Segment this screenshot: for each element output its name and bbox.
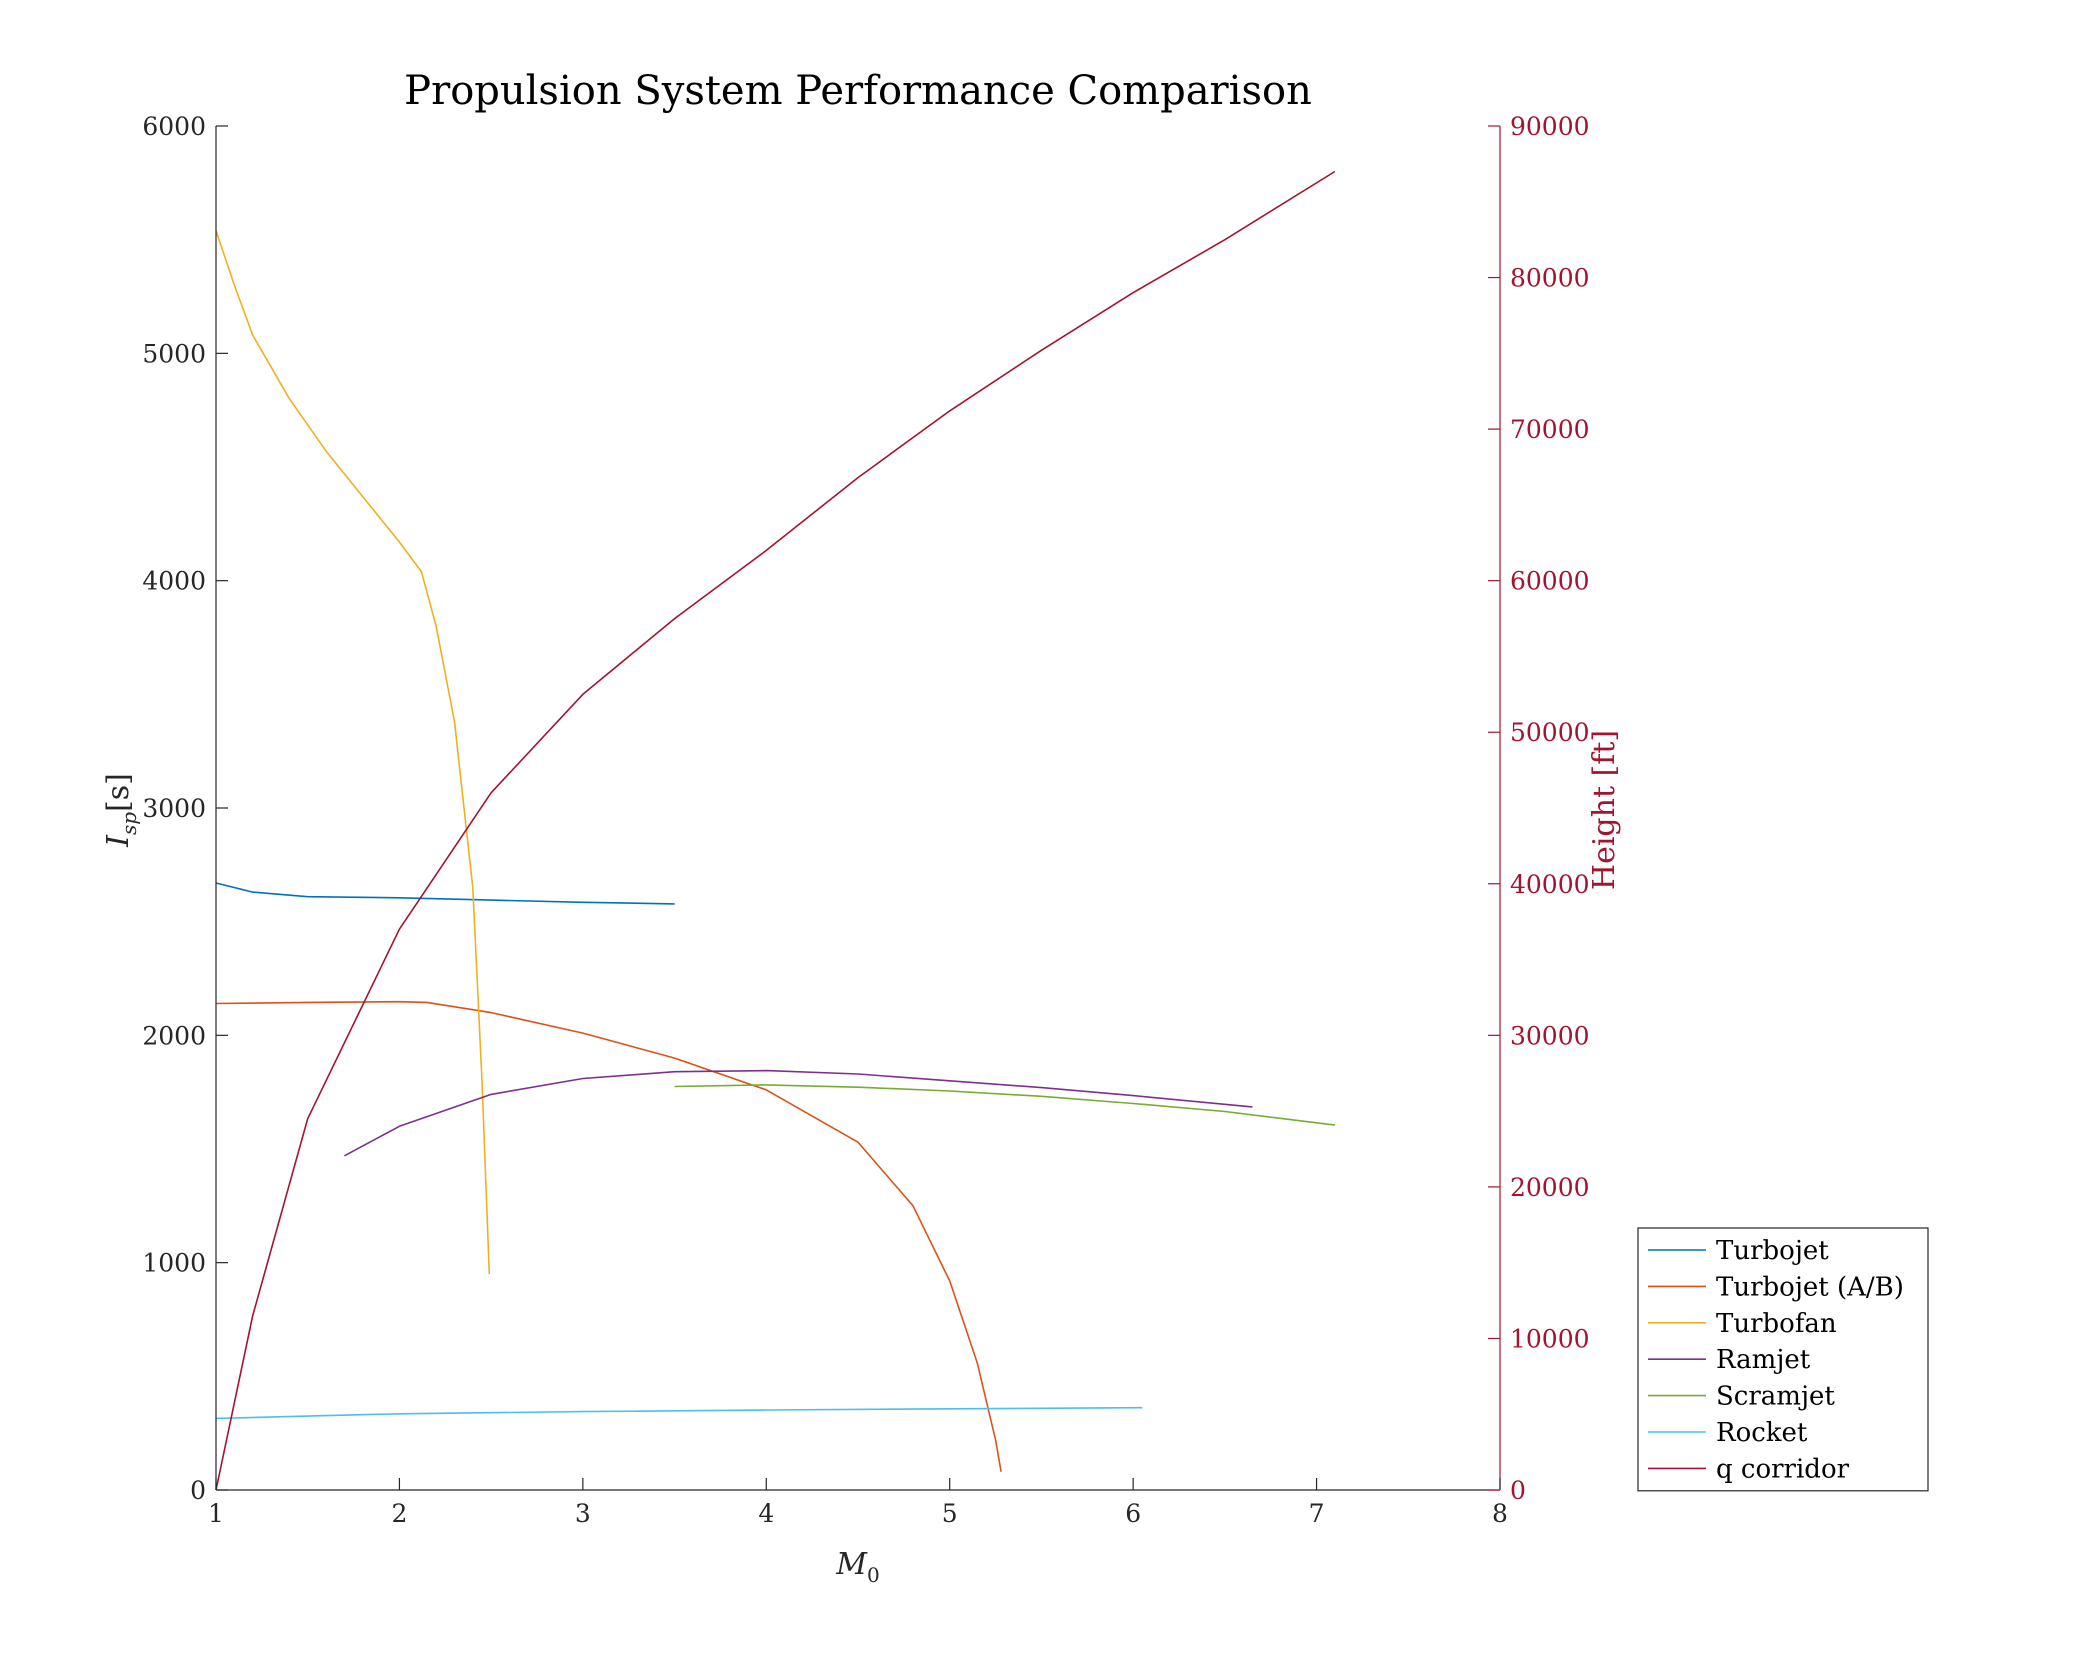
y2-tick-label: 80000 [1510,264,1590,293]
legend-label-turbojet: Turbojet [1716,1236,1829,1266]
y-axis-label-main: I [101,834,136,848]
series-line-q-corridor [215,170,1336,1491]
plot-background [216,126,1500,1490]
series-layer [215,170,1336,1491]
y2-tick-label: 50000 [1510,718,1590,747]
legend: Turbojet Turbojet (A/B) Turbofan Ramjet Scra… [1637,1227,1929,1492]
y-axis-label-unit: [s] [101,773,136,812]
axes-layer: 1 2 3 4 5 6 7 801000200030004000500060000100002… [142,112,1589,1528]
x-tick-label: 5 [942,1499,958,1528]
y-tick-label: 0 [190,1476,206,1505]
legend-label-turbofan: Turbofan [1716,1309,1837,1339]
legend-label-turbojet-a-b: Turbojet (A/B) [1716,1272,1904,1302]
legend-label-rocket: Rocket [1716,1418,1808,1448]
plot-area [216,126,1500,1490]
y2-tick-label: 10000 [1510,1324,1590,1353]
x-tick-label: 4 [758,1499,774,1528]
y2-tick-label: 40000 [1510,870,1590,899]
y-tick-label: 1000 [142,1249,206,1278]
x-axis-label: M0 [835,1547,879,1587]
y2-tick-label: 20000 [1510,1173,1590,1202]
x-tick-label: 6 [1125,1499,1141,1528]
series-line-rocket [215,1406,1143,1420]
series-line-scramjet [674,1084,1335,1126]
y-tick-label: 6000 [142,112,206,141]
series-line-turbojet [215,882,675,905]
chart-title: Propulsion System Performance Comparison [404,68,1312,114]
x-tick-label: 1 [208,1499,224,1528]
x-tick-label: 7 [1309,1499,1325,1528]
y2-tick-label: 90000 [1510,112,1590,141]
y-axis-label: Isp[s] [101,773,141,848]
y-tick-label: 5000 [142,339,206,368]
y2-tick-label: 0 [1510,1476,1526,1505]
y2-tick-label: 60000 [1510,567,1590,596]
series-line-turbofan [215,230,491,1275]
legend-label-q-corridor: q corridor [1716,1454,1850,1484]
legend-label-scramjet: Scramjet [1716,1382,1835,1412]
y-tick-label: 4000 [142,567,206,596]
y-tick-label: 2000 [142,1021,206,1050]
x-axis-label-sub: 0 [867,1563,880,1587]
x-tick-label: 3 [575,1499,591,1528]
series-line-turbojet-a-b [215,1000,1002,1472]
x-tick-label: 8 [1492,1499,1508,1528]
y2-tick-label: 70000 [1510,415,1590,444]
x-tick-label: 2 [391,1499,407,1528]
y2-tick-label: 30000 [1510,1021,1590,1050]
y-tick-label: 3000 [142,794,206,823]
legend-label-ramjet: Ramjet [1716,1345,1811,1375]
x-axis-label-main: M [835,1547,868,1582]
series-line-ramjet [344,1069,1253,1157]
y-axis-label-sub: sp [117,812,141,835]
y2-axis-label: Height [ft] [1587,730,1622,890]
